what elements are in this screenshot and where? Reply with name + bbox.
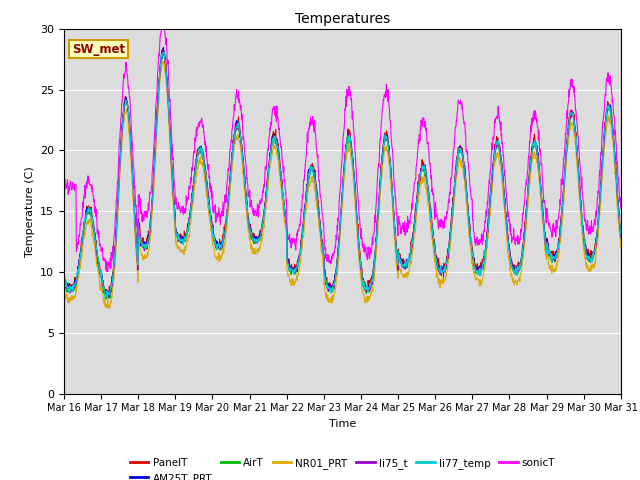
PanelT [552, 253, 559, 259]
li77_temp [552, 252, 559, 258]
AM25T_PRT [247, 227, 255, 233]
PanelT [247, 225, 255, 231]
PanelT [617, 232, 625, 238]
sonicT [185, 190, 193, 195]
Title: Temperatures: Temperatures [295, 12, 390, 26]
li77_temp [429, 234, 437, 240]
NR01_PRT [552, 268, 559, 274]
AM25T_PRT [429, 239, 437, 244]
sonicT [617, 205, 625, 211]
li75_t [247, 230, 255, 236]
X-axis label: Time: Time [329, 419, 356, 429]
AM25T_PRT [159, 45, 167, 50]
li75_t [172, 216, 179, 221]
li77_temp [502, 221, 510, 227]
AirT [502, 219, 510, 225]
NR01_PRT [60, 290, 68, 296]
Line: sonicT: sonicT [64, 29, 621, 272]
PanelT [158, 48, 166, 53]
sonicT [502, 191, 510, 196]
li75_t [159, 47, 167, 53]
Line: AM25T_PRT: AM25T_PRT [64, 48, 621, 295]
PanelT [172, 214, 179, 219]
AM25T_PRT [552, 254, 559, 260]
AirT [429, 242, 437, 248]
NR01_PRT [247, 246, 255, 252]
AirT [102, 296, 110, 302]
li75_t [552, 256, 559, 262]
PanelT [185, 219, 193, 225]
Line: AirT: AirT [64, 50, 621, 299]
li75_t [60, 276, 68, 282]
AirT [185, 224, 193, 229]
sonicT [552, 224, 559, 229]
AirT [60, 279, 68, 285]
AirT [172, 214, 179, 220]
PanelT [104, 293, 112, 299]
NR01_PRT [617, 245, 625, 251]
NR01_PRT [159, 59, 166, 64]
Text: SW_met: SW_met [72, 43, 125, 56]
li75_t [617, 234, 625, 240]
Line: li75_t: li75_t [64, 50, 621, 298]
sonicT [103, 269, 111, 275]
li75_t [429, 237, 437, 242]
li75_t [502, 216, 510, 222]
sonicT [157, 26, 165, 32]
li77_temp [102, 294, 110, 300]
PanelT [60, 271, 68, 276]
sonicT [247, 204, 255, 210]
li77_temp [60, 278, 68, 284]
li75_t [102, 295, 110, 300]
Line: NR01_PRT: NR01_PRT [64, 61, 621, 308]
li77_temp [172, 216, 179, 221]
AirT [552, 257, 559, 263]
PanelT [429, 237, 437, 242]
sonicT [60, 187, 68, 193]
li77_temp [617, 232, 625, 238]
sonicT [429, 191, 437, 196]
Line: PanelT: PanelT [64, 50, 621, 296]
li75_t [185, 223, 193, 228]
AM25T_PRT [185, 220, 193, 226]
AirT [161, 48, 168, 53]
li77_temp [185, 223, 193, 229]
AM25T_PRT [502, 217, 510, 223]
sonicT [172, 189, 179, 195]
li77_temp [247, 229, 255, 235]
AM25T_PRT [102, 292, 110, 298]
NR01_PRT [429, 248, 437, 253]
NR01_PRT [185, 233, 193, 239]
li77_temp [161, 49, 168, 55]
PanelT [502, 214, 510, 220]
Legend: PanelT, AM25T_PRT, AirT, NR01_PRT, li75_t, li77_temp, sonicT: PanelT, AM25T_PRT, AirT, NR01_PRT, li75_… [125, 454, 559, 480]
AirT [617, 236, 625, 241]
NR01_PRT [106, 305, 113, 311]
AM25T_PRT [172, 215, 179, 220]
AM25T_PRT [617, 234, 625, 240]
Y-axis label: Temperature (C): Temperature (C) [24, 166, 35, 257]
AirT [247, 229, 255, 235]
NR01_PRT [172, 224, 179, 229]
NR01_PRT [502, 226, 510, 231]
Line: li77_temp: li77_temp [64, 52, 621, 297]
AM25T_PRT [60, 278, 68, 284]
